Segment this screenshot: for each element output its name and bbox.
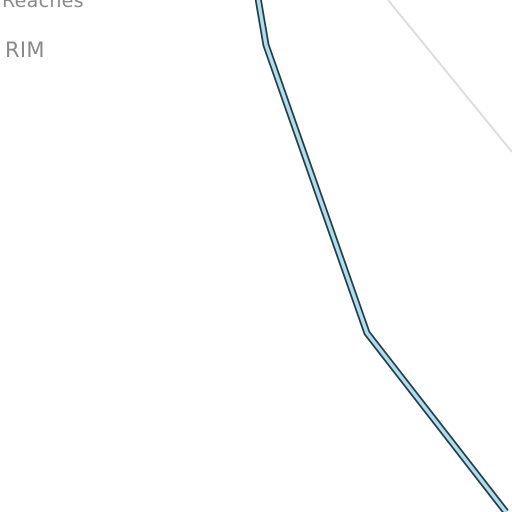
reaches-label: Reaches [2, 0, 84, 12]
rim-label: RIM [5, 38, 45, 62]
river-outline [254, 0, 509, 512]
river-fill [256, 0, 508, 512]
river-line[interactable] [254, 0, 509, 512]
boundary-line [387, 0, 512, 153]
